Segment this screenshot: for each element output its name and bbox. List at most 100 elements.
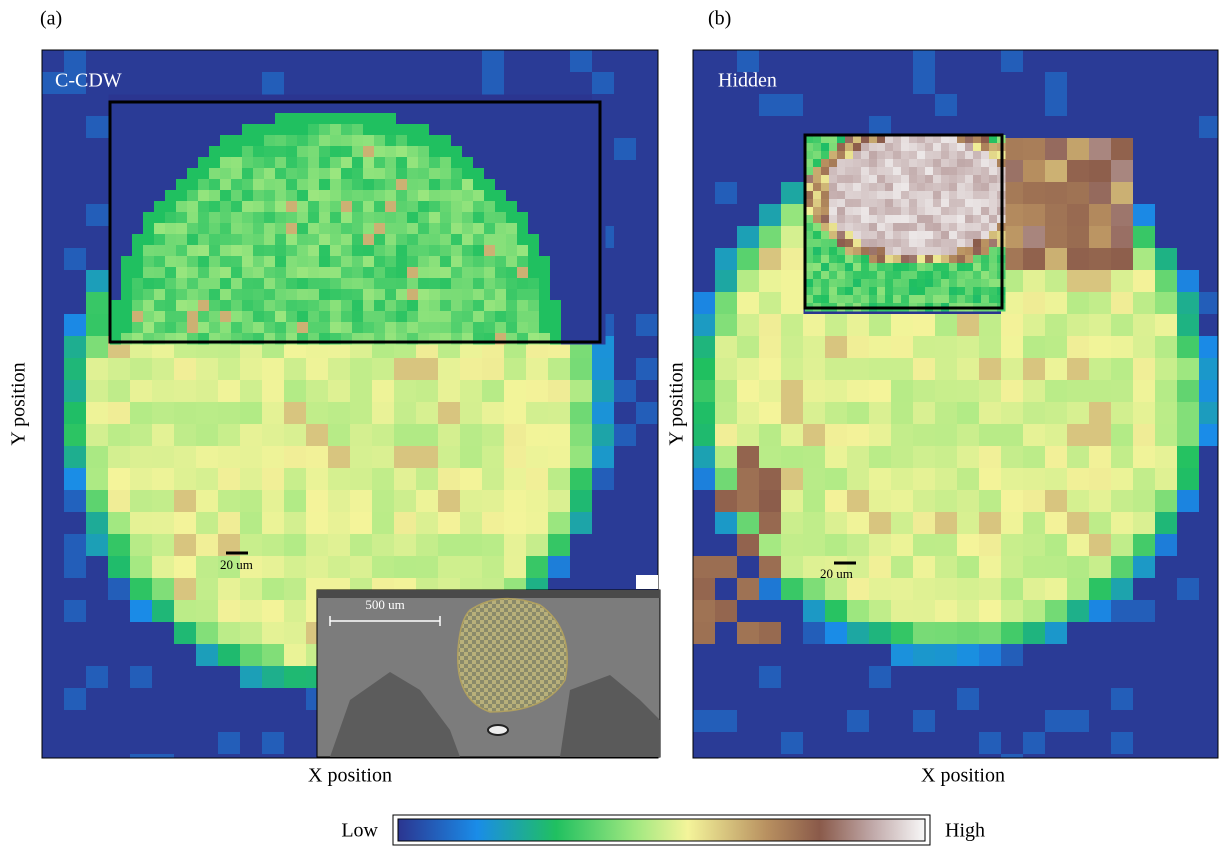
heatmap-cell — [829, 215, 838, 224]
heatmap-cell — [570, 446, 593, 469]
heatmap-cell — [901, 175, 910, 184]
heatmap-cell — [330, 113, 342, 125]
heatmap-cell — [829, 247, 838, 256]
heatmap-cell — [893, 287, 902, 296]
heatmap-cell — [187, 300, 199, 312]
heatmap-cell — [143, 289, 155, 301]
heatmap-cell — [891, 336, 914, 359]
heatmap-cell — [308, 179, 320, 191]
heatmap-cell — [526, 512, 549, 535]
heatmap-cell — [517, 256, 529, 268]
heatmap-cell — [957, 143, 966, 152]
heatmap-cell — [1177, 710, 1200, 733]
heatmap-cell — [220, 157, 232, 169]
heatmap-cell — [352, 322, 364, 334]
heatmap-cell — [165, 146, 177, 158]
heatmap-cell — [242, 168, 254, 180]
heatmap-cell — [264, 278, 276, 290]
heatmap-cell — [1177, 578, 1200, 601]
heatmap-cell — [284, 556, 307, 579]
heatmap-cell — [1089, 248, 1112, 271]
heatmap-cell — [407, 311, 419, 323]
heatmap-cell — [482, 446, 505, 469]
heatmap-cell — [284, 512, 307, 535]
heatmap-cell — [407, 201, 419, 213]
heatmap-cell — [869, 490, 892, 513]
heatmap-cell — [847, 534, 870, 557]
heatmap-cell — [220, 322, 232, 334]
heatmap-cell — [352, 124, 364, 136]
heatmap-cell — [240, 468, 263, 491]
heatmap-cell — [989, 223, 998, 232]
heatmap-cell — [957, 295, 966, 304]
heatmap-cell — [286, 102, 298, 114]
heatmap-cell — [284, 666, 307, 689]
heatmap-cell — [187, 157, 199, 169]
heatmap-cell — [847, 688, 870, 711]
heatmap-cell — [152, 72, 175, 95]
heatmap-cell — [885, 191, 894, 200]
heatmap-cell — [869, 255, 878, 264]
heatmap-cell — [396, 256, 408, 268]
heatmap-cell — [108, 578, 131, 601]
heatmap-cell — [949, 151, 958, 160]
heatmap-cell — [965, 279, 974, 288]
heatmap-cell — [847, 358, 870, 381]
heatmap-cell — [154, 223, 166, 235]
heatmap-cell — [941, 159, 950, 168]
heatmap-cell — [957, 578, 980, 601]
heatmap-cell — [528, 234, 540, 246]
heatmap-cell — [196, 424, 219, 447]
heatmap-cell — [108, 534, 131, 557]
heatmap-cell — [42, 358, 65, 381]
heatmap-cell — [885, 271, 894, 280]
heatmap-cell — [253, 146, 265, 158]
heatmap-cell — [614, 380, 637, 403]
heatmap-cell — [506, 289, 518, 301]
heatmap-cell — [913, 94, 936, 117]
heatmap-cell — [853, 239, 862, 248]
heatmap-cell — [759, 270, 782, 293]
heatmap-cell — [1133, 424, 1156, 447]
heatmap-cell — [64, 578, 87, 601]
heatmap-cell — [517, 179, 529, 191]
heatmap-cell — [1089, 688, 1112, 711]
heatmap-cell — [583, 113, 595, 125]
heatmap-cell — [885, 279, 894, 288]
heatmap-cell — [957, 490, 980, 513]
heatmap-cell — [473, 201, 485, 213]
heatmap-cell — [363, 124, 375, 136]
heatmap-cell — [1045, 380, 1068, 403]
heatmap-cell — [925, 287, 934, 296]
heatmap-cell — [330, 190, 342, 202]
heatmap-cell — [837, 215, 846, 224]
heatmap-cell — [198, 168, 210, 180]
heatmap-cell — [218, 446, 241, 469]
heatmap-cell — [803, 732, 826, 755]
heatmap-cell — [482, 556, 505, 579]
heatmap-cell — [925, 191, 934, 200]
heatmap-cell — [845, 295, 854, 304]
heatmap-cell — [693, 600, 716, 623]
heatmap-cell — [893, 175, 902, 184]
heatmap-cell — [328, 358, 351, 381]
heatmap-cell — [933, 295, 942, 304]
heatmap-cell — [949, 223, 958, 232]
heatmap-cell — [941, 271, 950, 280]
heatmap-cell — [1133, 204, 1156, 227]
heatmap-cell — [198, 201, 210, 213]
heatmap-cell — [847, 732, 870, 755]
heatmap-cell — [949, 247, 958, 256]
heatmap-cell — [935, 622, 958, 645]
heatmap-cell — [1111, 754, 1134, 777]
heatmap-cell — [1111, 314, 1134, 337]
heatmap-cell — [913, 732, 936, 755]
heatmap-cell — [837, 167, 846, 176]
heatmap-cell — [1001, 578, 1024, 601]
heatmap-cell — [1067, 358, 1090, 381]
heatmap-cell — [220, 300, 232, 312]
heatmap-cell — [341, 124, 353, 136]
heatmap-cell — [869, 468, 892, 491]
heatmap-cell — [949, 271, 958, 280]
heatmap-cell — [130, 622, 153, 645]
